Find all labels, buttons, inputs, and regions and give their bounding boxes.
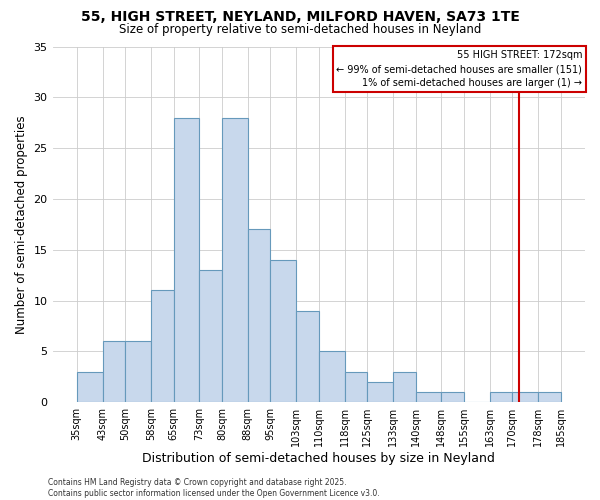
Bar [199, 270, 222, 402]
Text: Contains HM Land Registry data © Crown copyright and database right 2025.
Contai: Contains HM Land Registry data © Crown c… [48, 478, 380, 498]
Y-axis label: Number of semi-detached properties: Number of semi-detached properties [15, 115, 28, 334]
Bar [271, 260, 296, 402]
Bar [125, 341, 151, 402]
Bar [151, 290, 173, 402]
Bar [319, 352, 344, 402]
Bar [173, 118, 199, 402]
Bar [248, 230, 271, 402]
Bar [512, 392, 538, 402]
Bar [344, 372, 367, 402]
Bar [416, 392, 442, 402]
Bar [490, 392, 512, 402]
Text: Size of property relative to semi-detached houses in Neyland: Size of property relative to semi-detach… [119, 22, 481, 36]
Bar [296, 310, 319, 402]
Text: 55, HIGH STREET, NEYLAND, MILFORD HAVEN, SA73 1TE: 55, HIGH STREET, NEYLAND, MILFORD HAVEN,… [80, 10, 520, 24]
Bar [538, 392, 561, 402]
Bar [222, 118, 248, 402]
Bar [77, 372, 103, 402]
Bar [103, 341, 125, 402]
X-axis label: Distribution of semi-detached houses by size in Neyland: Distribution of semi-detached houses by … [142, 452, 495, 465]
Text: 55 HIGH STREET: 172sqm
← 99% of semi-detached houses are smaller (151)
1% of sem: 55 HIGH STREET: 172sqm ← 99% of semi-det… [337, 50, 583, 88]
Bar [367, 382, 393, 402]
Bar [442, 392, 464, 402]
Bar [393, 372, 416, 402]
